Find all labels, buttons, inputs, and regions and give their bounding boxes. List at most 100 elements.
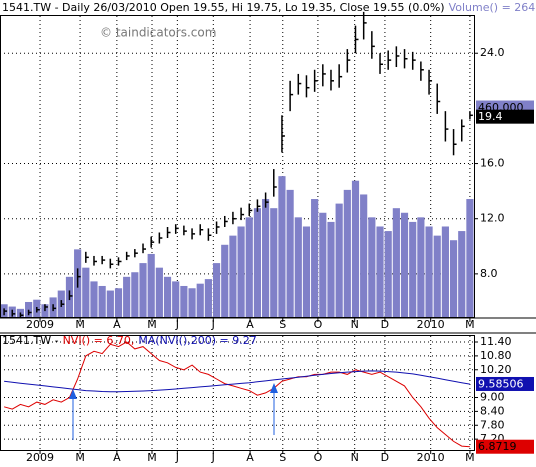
y-tick-label: 12.0 (480, 212, 505, 225)
volume-bar (90, 281, 98, 318)
volume-bar (131, 272, 139, 318)
x-tick-label: 2010 (417, 318, 445, 331)
legend-entry: NVI() = 6.70, (63, 334, 135, 347)
x-tick-label: A (113, 318, 121, 331)
volume-bar (270, 208, 278, 318)
volume-bar (417, 217, 425, 318)
volume-title: Volume() = 264, (449, 1, 536, 14)
volume-bar (212, 263, 221, 318)
volume-bar (400, 212, 409, 318)
volume-bar (458, 231, 466, 318)
last-value-marker (476, 439, 534, 454)
volume-bar (360, 194, 368, 318)
volume-bar (204, 279, 212, 318)
x-tick-label: 2009 (26, 318, 54, 331)
y-tick-label: 8.0 (480, 267, 498, 280)
y-tick-label: 9.00 (480, 391, 505, 404)
volume-bar (196, 283, 204, 318)
x-tick-label: D (381, 318, 389, 331)
volume-bar (294, 217, 302, 318)
x-tick-label: J (175, 318, 179, 331)
legend-entry: MA(NVI(),200) = 9.27 (138, 334, 256, 347)
volume-bar (139, 263, 147, 318)
volume-bar (262, 199, 270, 318)
x-tick-label: D (381, 451, 389, 464)
volume-bar (147, 253, 155, 318)
watermark: © taindicators.com (100, 26, 216, 40)
last-value-marker (476, 109, 534, 124)
x-tick-label: J (175, 451, 179, 464)
x-tick-label: 2009 (26, 451, 54, 464)
price-panel: 2009 M A M J J A S O N D 2010 M8.012.016.024.0460,00… (0, 11, 534, 331)
volume-bar (180, 285, 188, 318)
volume-bar (114, 288, 123, 318)
volume-bar (466, 199, 474, 318)
nvi-panel: 2009 M A M J J A S O N D 2010 M7.207.808.409.0010.20… (0, 335, 534, 464)
y-tick-label: 7.80 (480, 418, 505, 431)
x-tick-label: 2010 (417, 451, 445, 464)
x-tick-label: M (75, 318, 85, 331)
volume-bar (221, 244, 229, 318)
volume-bar (172, 281, 180, 318)
x-tick-label: S (279, 451, 286, 464)
last-value-label: 9.58506 (478, 377, 524, 390)
volume-bar (319, 212, 327, 318)
price-title: 1541.TW - Daily 26/03/2010 Open 19.55, H… (2, 1, 445, 14)
volume-bar (433, 235, 441, 318)
volume-bar (441, 226, 449, 318)
y-tick-label: 10.80 (480, 349, 512, 362)
y-tick-label: 24.0 (480, 46, 505, 59)
last-value-label: 19.4 (478, 110, 503, 123)
volume-bar (311, 199, 319, 318)
y-tick-label: 16.0 (480, 157, 505, 170)
series-line (4, 370, 470, 393)
x-tick-label: A (246, 318, 254, 331)
x-tick-label: A (246, 451, 254, 464)
x-tick-label: M (75, 451, 85, 464)
volume-bar (368, 217, 376, 318)
volume-bar (106, 290, 114, 318)
volume-bar (41, 304, 49, 318)
x-tick-label: N (351, 318, 359, 331)
volume-bar (163, 276, 172, 318)
x-tick-label: J (211, 451, 215, 464)
volume-bar (229, 235, 237, 318)
volume-bar (351, 180, 360, 318)
volume-bar (409, 221, 417, 318)
nvi-frame (0, 335, 475, 451)
volume-bar (253, 208, 262, 318)
last-value-marker (476, 376, 534, 391)
x-tick-label: M (465, 451, 475, 464)
series-line (3, 341, 470, 448)
volume-bar (82, 267, 90, 318)
nvi-title: 1541.TW - (2, 334, 59, 347)
x-tick-label: S (279, 318, 286, 331)
volume-bar (392, 208, 400, 318)
volume-bar (343, 189, 351, 318)
x-tick-label: M (147, 451, 157, 464)
x-tick-label: O (314, 451, 323, 464)
volume-bar (384, 231, 392, 318)
volume-bar (327, 221, 335, 318)
x-tick-label: M (147, 318, 157, 331)
y-tick-label: 11.40 (480, 335, 512, 348)
arrow (69, 383, 278, 440)
x-tick-label: O (314, 318, 323, 331)
x-tick-label: J (211, 318, 215, 331)
volume-bar (188, 288, 196, 318)
volume-bar (376, 226, 384, 318)
volume-bar (425, 226, 433, 318)
x-tick-label: A (113, 451, 121, 464)
volume-bar (155, 267, 163, 318)
volume-bar (123, 276, 131, 318)
x-tick-label: M (465, 318, 475, 331)
volume-bar (98, 285, 106, 318)
volume-bar (245, 217, 253, 318)
volume-bar (302, 226, 311, 318)
volume-bar (237, 226, 245, 318)
volume-bar (286, 189, 294, 318)
volume-bar (335, 203, 343, 318)
last-value-label: 6.8719 (478, 440, 517, 453)
x-tick-label: N (351, 451, 359, 464)
